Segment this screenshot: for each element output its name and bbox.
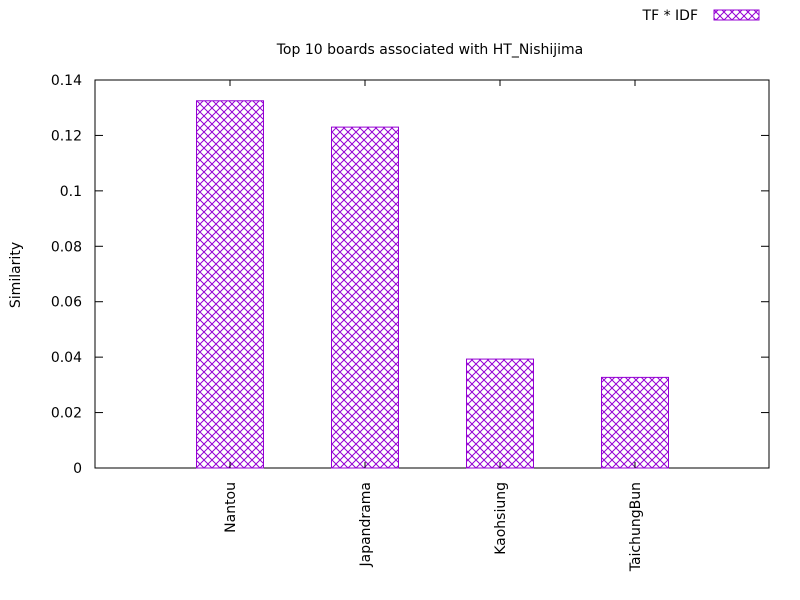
x-tick-label: Japandrama (358, 482, 374, 568)
bar-taichungbun (601, 376, 669, 469)
y-tick-label: 0 (73, 461, 82, 477)
bar-japandrama (331, 126, 399, 469)
y-axis-label: Similarity (8, 242, 24, 308)
x-tick-label: Kaohsiung (493, 482, 509, 555)
bar-nantou (196, 100, 264, 469)
x-axis: Nantou Japandrama Kaohsiung TaichungBun (223, 80, 644, 572)
legend-swatch (713, 9, 760, 21)
y-tick-label: 0.12 (51, 128, 82, 144)
x-tick-label: TaichungBun (628, 482, 644, 572)
bars-group (196, 100, 669, 469)
x-tick-label: Nantou (223, 482, 239, 533)
y-tick-label: 0.08 (51, 239, 82, 255)
y-tick-label: 0.04 (51, 350, 82, 366)
y-axis: 0 0.02 0.04 0.06 0.08 0.1 0.12 0.14 (51, 73, 769, 477)
legend-label: TF * IDF (642, 8, 698, 24)
y-tick-label: 0.1 (60, 184, 82, 200)
bar-kaohsiung (466, 358, 534, 469)
y-tick-label: 0.02 (51, 406, 82, 422)
y-tick-label: 0.06 (51, 295, 82, 311)
plot-area-frame (94, 79, 770, 469)
y-tick-label: 0.14 (51, 73, 82, 89)
chart-title: Top 10 boards associated with HT_Nishiji… (276, 42, 584, 58)
